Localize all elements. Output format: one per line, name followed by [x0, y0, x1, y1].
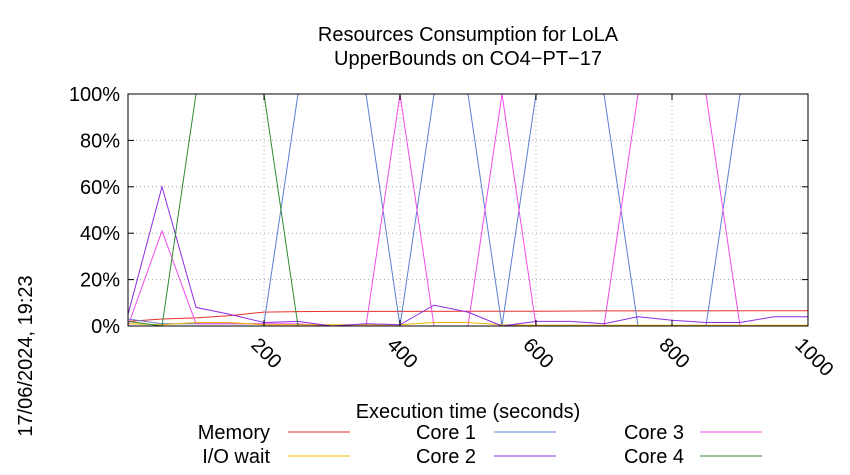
series-line-core-4: [127, 93, 808, 327]
legend-label-core-3: Core 3: [624, 422, 684, 444]
series-line-memory: [127, 310, 808, 322]
y-tick-label: 100%: [69, 84, 120, 106]
x-tick-label: 800: [654, 334, 693, 373]
x-tick-label: 400: [382, 334, 421, 373]
grid-lines: [128, 93, 809, 326]
y-tick-label: 40%: [80, 223, 120, 245]
series-line-core-2: [127, 184, 808, 327]
chart-title-line-2: UpperBounds on CO4−PT−17: [334, 48, 602, 70]
y-tick-label: 0%: [91, 316, 120, 338]
series-line-core-1: [127, 93, 808, 327]
x-tick-label: 600: [518, 334, 557, 373]
x-tick-label: 1000: [790, 334, 837, 381]
series-line-core-3: [127, 93, 808, 327]
series-lines: [127, 93, 808, 327]
plot-frame: [127, 93, 809, 327]
legend-label-core-4: Core 4: [624, 446, 684, 468]
y-tick-label: 20%: [80, 270, 120, 292]
x-tick-label: 200: [246, 334, 285, 373]
legend-label-core-1: Core 1: [416, 422, 476, 444]
legend-label-i-o-wait: I/O wait: [202, 446, 270, 468]
legend-label-memory: Memory: [198, 422, 270, 444]
y-tick-label: 60%: [80, 177, 120, 199]
x-axis-label: Execution time (seconds): [356, 401, 581, 423]
timestamp-label: 17/06/2024, 19:23: [15, 275, 37, 436]
legend-label-core-2: Core 2: [416, 446, 476, 468]
y-tick-label: 80%: [80, 130, 120, 152]
axis-ticks: 0% 20% 40% 60% 80% 100% 200 400 600 800 1000: [69, 84, 838, 381]
chart-title-line-1: Resources Consumption for LoLA: [318, 24, 619, 46]
